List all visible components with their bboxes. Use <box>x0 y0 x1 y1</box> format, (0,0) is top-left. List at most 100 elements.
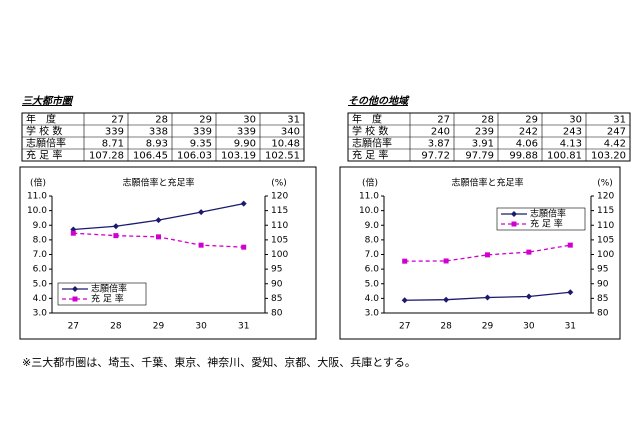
y2-tick-label: 95 <box>597 265 608 275</box>
table-cell: 27 <box>437 115 450 126</box>
table-cell: 29 <box>199 115 212 126</box>
table-cell: 3.87 <box>428 139 450 150</box>
y2-tick-label: 110 <box>597 221 614 231</box>
table-cell: 99.88 <box>509 151 538 162</box>
marker <box>70 230 76 236</box>
legend-label: 志願倍率 <box>91 283 127 295</box>
y-tick-label: 4.0 <box>33 294 48 304</box>
table-cell: 31 <box>287 115 300 126</box>
y2-axis-label: (%) <box>597 179 613 189</box>
table-cell: 106.03 <box>177 151 212 162</box>
y-axis-label: (倍) <box>30 177 46 189</box>
y2-tick-label: 85 <box>271 294 282 304</box>
table-cell: 242 <box>519 127 538 138</box>
y-tick-label: 10.0 <box>359 206 379 216</box>
y-tick-label: 8.0 <box>33 235 48 245</box>
x-tick-label: 31 <box>565 322 576 332</box>
marker <box>567 242 573 248</box>
table-cell: 100.81 <box>547 151 582 162</box>
table-cell: 339 <box>237 127 256 138</box>
marker <box>526 249 532 255</box>
table-cell: 239 <box>475 127 494 138</box>
y-tick-label: 10.0 <box>27 206 47 216</box>
legend-label: 志願倍率 <box>530 208 566 220</box>
table-cell: 30 <box>569 115 582 126</box>
y2-axis-label: (%) <box>271 179 287 189</box>
legend-marker <box>511 221 517 227</box>
table-cell: 107.28 <box>89 151 124 162</box>
row-label: 充 足 率 <box>26 149 62 162</box>
x-tick-label: 29 <box>153 322 165 332</box>
table-cell: 339 <box>105 127 124 138</box>
table-cell: 240 <box>431 127 450 138</box>
marker <box>402 258 408 264</box>
y-tick-label: 6.0 <box>365 265 380 275</box>
y-tick-label: 4.0 <box>365 294 380 304</box>
marker <box>112 223 119 230</box>
marker <box>401 297 408 304</box>
table-cell: 103.20 <box>591 151 626 162</box>
table-cell: 4.13 <box>560 139 582 150</box>
y2-tick-label: 120 <box>271 192 288 202</box>
legend-label: 充 足 率 <box>91 293 124 305</box>
marker <box>525 293 532 300</box>
marker <box>198 242 204 248</box>
marker <box>198 209 205 216</box>
x-tick-label: 31 <box>238 322 249 332</box>
table-cell: 247 <box>607 127 626 138</box>
y2-tick-label: 100 <box>597 250 614 260</box>
y-tick-label: 5.0 <box>33 279 48 289</box>
marker <box>443 296 450 303</box>
table-cell: 27 <box>111 115 124 126</box>
y2-tick-label: 100 <box>271 250 288 260</box>
table-cell: 340 <box>281 127 300 138</box>
table-cell: 8.71 <box>102 139 124 150</box>
y-tick-label: 6.0 <box>33 265 48 275</box>
legend-label: 充 足 率 <box>530 218 563 230</box>
table-cell: 10.48 <box>271 139 300 150</box>
y2-tick-label: 110 <box>271 221 288 231</box>
marker <box>113 233 119 239</box>
row-label: 学 校 数 <box>352 125 388 138</box>
table-cell: 103.19 <box>221 151 256 162</box>
x-tick-label: 27 <box>68 322 79 332</box>
table-cell: 29 <box>525 115 538 126</box>
table-cell: 338 <box>149 127 168 138</box>
table-cell: 9.90 <box>234 139 256 150</box>
table-cell: 243 <box>563 127 582 138</box>
x-tick-label: 27 <box>399 322 410 332</box>
chart-title: 志願倍率と充足率 <box>451 177 523 189</box>
y2-tick-label: 115 <box>597 206 614 216</box>
y-tick-label: 3.0 <box>33 309 48 319</box>
table-cell: 28 <box>481 115 494 126</box>
y2-tick-label: 95 <box>271 265 282 275</box>
table-cell: 3.91 <box>472 139 494 150</box>
marker <box>485 252 490 258</box>
table-cell: 8.93 <box>146 139 168 150</box>
table-cell: 9.35 <box>190 139 212 150</box>
chart-frame <box>19 166 317 340</box>
y2-tick-label: 120 <box>597 192 614 202</box>
marker <box>241 244 247 250</box>
y-tick-label: 11.0 <box>359 192 379 202</box>
y-tick-label: 7.0 <box>33 250 48 260</box>
x-tick-label: 29 <box>482 322 494 332</box>
marker <box>240 200 247 207</box>
marker <box>484 294 491 301</box>
y-tick-label: 7.0 <box>365 250 380 260</box>
x-tick-label: 30 <box>523 322 535 332</box>
y2-tick-label: 105 <box>597 235 614 245</box>
table-cell: 4.06 <box>516 139 538 150</box>
x-tick-label: 28 <box>440 322 452 332</box>
y2-tick-label: 80 <box>597 309 609 319</box>
marker <box>443 258 449 264</box>
y2-tick-label: 115 <box>271 206 288 216</box>
table-cell: 31 <box>613 115 626 126</box>
y2-tick-label: 80 <box>271 309 283 319</box>
section-heading: その他の地域 <box>348 95 410 107</box>
table-cell: 102.51 <box>265 151 300 162</box>
row-label: 志願倍率 <box>352 137 392 150</box>
legend-marker <box>511 211 517 217</box>
